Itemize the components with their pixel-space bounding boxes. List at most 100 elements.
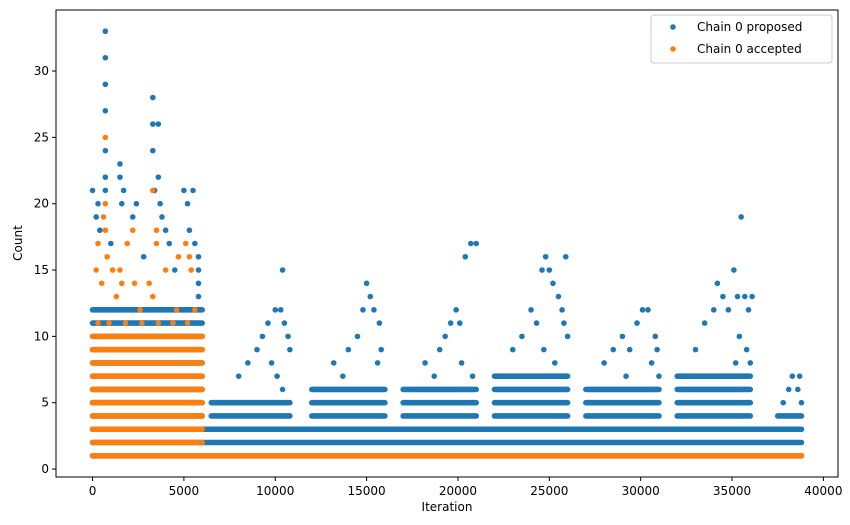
proposed-point (268, 360, 275, 366)
accepted-point (95, 320, 101, 326)
proposed-point (133, 200, 140, 207)
proposed-point (345, 346, 352, 353)
proposed-point (354, 333, 361, 340)
proposed-point (287, 346, 293, 353)
proposed-point (462, 253, 469, 260)
proposed-point (732, 360, 739, 366)
proposed-point (736, 333, 743, 340)
accepted-point (102, 227, 109, 234)
accepted-point (118, 280, 125, 287)
proposed-point (195, 293, 202, 300)
proposed-point (701, 320, 708, 326)
proposed-point (120, 187, 127, 194)
proposed-point (186, 227, 193, 234)
proposed-point (330, 360, 337, 366)
proposed-point (374, 360, 381, 366)
proposed-point (245, 360, 251, 366)
proposed-point (150, 94, 156, 101)
y-axis-label: Count (11, 225, 25, 261)
proposed-point (102, 54, 109, 61)
legend-label-accepted: Chain 0 accepted (697, 42, 802, 56)
proposed-point (469, 373, 476, 379)
proposed-point (710, 307, 717, 313)
accepted-point (184, 320, 191, 326)
proposed-point (656, 373, 662, 379)
proposed-point (140, 253, 147, 260)
proposed-point (634, 320, 640, 326)
proposed-point (559, 307, 565, 313)
x-tick-label: 25000 (530, 484, 568, 498)
proposed-point (725, 307, 732, 313)
accepted-point (104, 253, 110, 260)
accepted-point (150, 187, 156, 194)
accepted-point (122, 320, 129, 326)
accepted-point (170, 320, 176, 326)
proposed-point (648, 360, 655, 366)
proposed-point (431, 373, 438, 379)
proposed-point (551, 360, 558, 366)
accepted-point (102, 200, 109, 207)
proposed-point (363, 280, 370, 287)
proposed-point (159, 214, 165, 220)
y-tick-label: 0 (41, 462, 49, 476)
accepted-point (124, 240, 131, 247)
accepted-point (129, 227, 136, 234)
x-tick-label: 15000 (348, 484, 386, 498)
proposed-point (467, 240, 474, 247)
accepted-point (150, 293, 156, 300)
proposed-point (541, 346, 547, 353)
proposed-point (639, 307, 646, 313)
proposed-point (519, 333, 525, 340)
accepted-point (146, 280, 152, 287)
x-tick-label: 20000 (439, 484, 477, 498)
proposed-point (442, 333, 448, 340)
x-tick-label: 0 (89, 484, 97, 498)
proposed-point (601, 360, 607, 366)
accepted-point (98, 280, 105, 287)
y-axis-ticks: 0 5 10 15 20 25 30 (34, 64, 56, 476)
proposed-point (117, 174, 123, 180)
proposed-point (731, 267, 737, 273)
y-tick-label: 5 (41, 396, 49, 410)
proposed-point (645, 307, 651, 313)
y-tick-label: 10 (34, 329, 49, 343)
accepted-point (109, 267, 116, 273)
x-tick-label: 5000 (169, 484, 200, 498)
proposed-point (555, 293, 562, 300)
proposed-point (102, 108, 109, 114)
accepted-point (188, 267, 195, 273)
proposed-point (272, 307, 279, 313)
accepted-point (113, 293, 120, 300)
proposed-point (610, 346, 617, 353)
accepted-point (117, 267, 123, 273)
proposed-point (785, 386, 792, 393)
proposed-point (279, 386, 286, 393)
accepted-point (106, 320, 112, 326)
proposed-point (150, 147, 156, 154)
y-tick-label: 15 (34, 263, 49, 277)
proposed-point (720, 293, 726, 300)
proposed-point (102, 28, 109, 35)
proposed-point (371, 307, 377, 313)
proposed-point (743, 346, 750, 353)
proposed-point (623, 373, 629, 379)
legend-label-proposed: Chain 0 proposed (697, 20, 802, 34)
proposed-point (528, 307, 534, 313)
legend-marker-accepted (670, 46, 676, 52)
accepted-point (173, 307, 180, 313)
proposed-point (254, 346, 260, 353)
proposed-point (118, 200, 125, 207)
proposed-point (436, 346, 443, 353)
proposed-point (108, 240, 114, 247)
x-tick-label: 30000 (622, 484, 660, 498)
proposed-point (714, 280, 721, 287)
proposed-point (155, 174, 162, 180)
accepted-point (192, 307, 198, 313)
accepted-point (162, 267, 169, 273)
proposed-point (171, 267, 178, 273)
proposed-point (195, 253, 202, 260)
proposed-point (195, 280, 202, 287)
proposed-point (789, 373, 796, 379)
accepted-point (93, 267, 99, 273)
